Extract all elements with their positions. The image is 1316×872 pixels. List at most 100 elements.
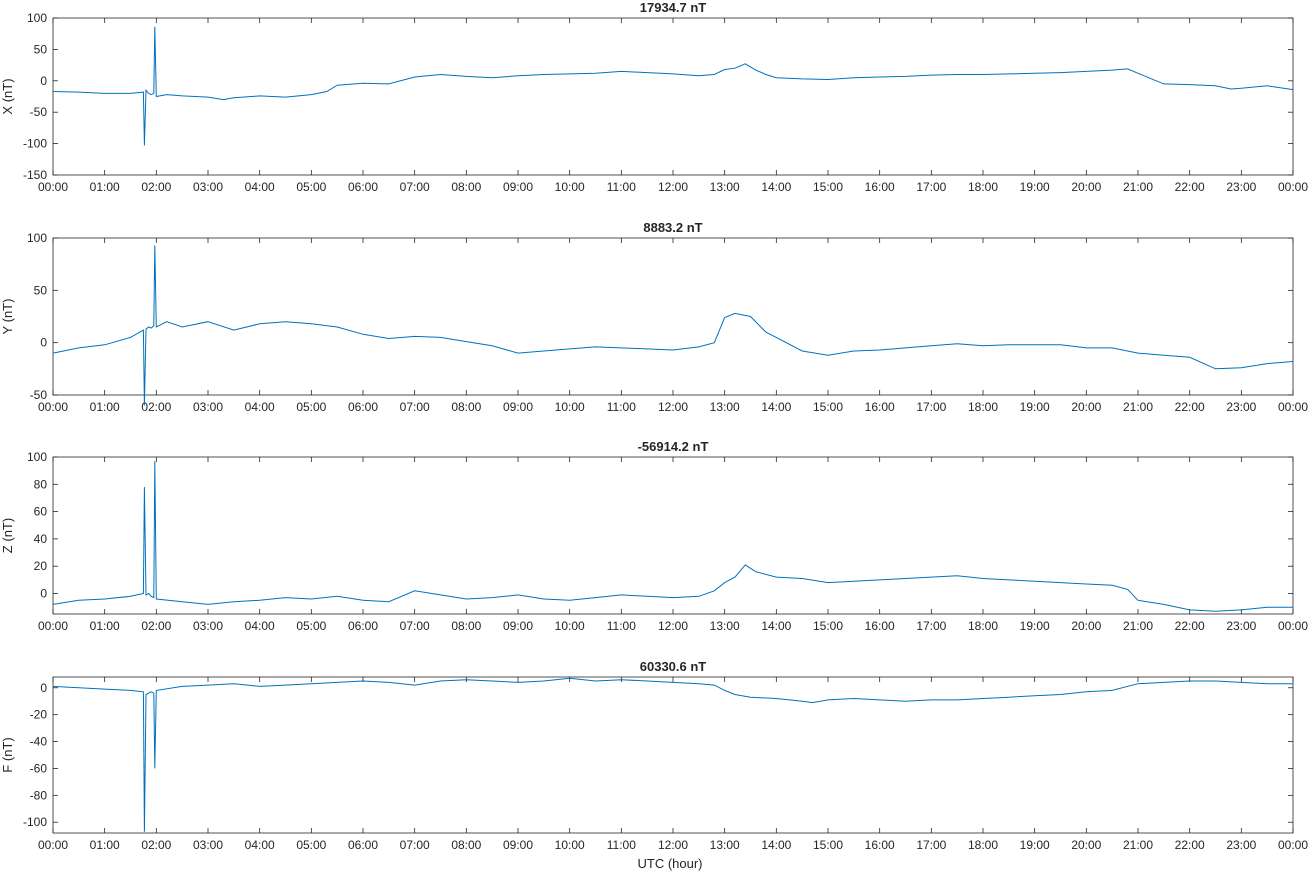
y-xtick-label-8: 08:00 (451, 400, 481, 414)
f-xtick-label-16: 16:00 (865, 838, 895, 852)
x-xtick-label-24: 00:00 (1278, 180, 1308, 194)
f-ytick-label-2: -60 (30, 761, 48, 775)
x-xtick-label-1: 01:00 (90, 180, 120, 194)
x-ytick-label-2: -50 (30, 105, 48, 119)
f-xtick-label-4: 04:00 (245, 838, 275, 852)
z-xtick-label-8: 08:00 (451, 619, 481, 633)
y-xtick-label-9: 09:00 (503, 400, 533, 414)
x-ytick-label-3: 0 (40, 74, 47, 88)
x-ytick-label-5: 100 (27, 11, 47, 25)
f-xtick-label-1: 01:00 (90, 838, 120, 852)
f-xtick-label-10: 10:00 (555, 838, 585, 852)
z-xtick-label-23: 23:00 (1226, 619, 1256, 633)
z-xtick-label-21: 21:00 (1123, 619, 1153, 633)
f-ytick-label-1: -80 (30, 788, 48, 802)
x-ytick-label-1: -100 (23, 137, 47, 151)
x-xtick-label-0: 00:00 (38, 180, 68, 194)
z-axis-ylabel: Z (nT) (0, 518, 15, 553)
z-xtick-label-9: 09:00 (503, 619, 533, 633)
x-xtick-label-10: 10:00 (555, 180, 585, 194)
y-xtick-label-15: 15:00 (813, 400, 843, 414)
y-xtick-label-4: 04:00 (245, 400, 275, 414)
x-xtick-label-9: 09:00 (503, 180, 533, 194)
y-xtick-label-16: 16:00 (865, 400, 895, 414)
y-xtick-label-17: 17:00 (916, 400, 946, 414)
f-xtick-label-0: 00:00 (38, 838, 68, 852)
x-xtick-label-22: 22:00 (1175, 180, 1205, 194)
y-xtick-label-21: 21:00 (1123, 400, 1153, 414)
z-ytick-label-5: 100 (27, 450, 47, 464)
z-xtick-label-7: 07:00 (400, 619, 430, 633)
f-xtick-label-14: 14:00 (761, 838, 791, 852)
x-xtick-label-3: 03:00 (193, 180, 223, 194)
x-xtick-label-16: 16:00 (865, 180, 895, 194)
z-xtick-label-16: 16:00 (865, 619, 895, 633)
f-xtick-label-20: 20:00 (1071, 838, 1101, 852)
f-ytick-label-4: -20 (30, 708, 48, 722)
z-ytick-label-1: 20 (34, 559, 48, 573)
f-plot-area (53, 677, 1293, 833)
f-ytick-label-3: -40 (30, 735, 48, 749)
f-xtick-label-9: 09:00 (503, 838, 533, 852)
y-xtick-label-14: 14:00 (761, 400, 791, 414)
y-ytick-label-2: 50 (34, 283, 48, 297)
z-xtick-label-0: 00:00 (38, 619, 68, 633)
y-axis-ylabel: Y (nT) (0, 299, 15, 335)
x-xtick-label-17: 17:00 (916, 180, 946, 194)
z-xtick-label-1: 01:00 (90, 619, 120, 633)
f-xtick-label-24: 00:00 (1278, 838, 1308, 852)
x-axis-ylabel: X (nT) (0, 78, 15, 114)
f-ytick-label-0: -100 (23, 815, 47, 829)
z-ytick-label-4: 80 (34, 477, 48, 491)
f-xtick-label-19: 19:00 (1020, 838, 1050, 852)
f-xtick-label-3: 03:00 (193, 838, 223, 852)
x-xtick-label-20: 20:00 (1071, 180, 1101, 194)
f-xtick-label-8: 08:00 (451, 838, 481, 852)
f-axis-ylabel: F (nT) (0, 737, 15, 772)
f-xtick-label-15: 15:00 (813, 838, 843, 852)
y-ytick-label-3: 100 (27, 231, 47, 245)
x-xtick-label-15: 15:00 (813, 180, 843, 194)
z-xtick-label-15: 15:00 (813, 619, 843, 633)
y-xtick-label-5: 05:00 (296, 400, 326, 414)
z-xtick-label-14: 14:00 (761, 619, 791, 633)
z-xtick-label-24: 00:00 (1278, 619, 1308, 633)
y-plot-area (53, 238, 1293, 395)
f-xtick-label-2: 02:00 (141, 838, 171, 852)
z-xtick-label-5: 05:00 (296, 619, 326, 633)
y-xtick-label-22: 22:00 (1175, 400, 1205, 414)
z-xtick-label-3: 03:00 (193, 619, 223, 633)
f-xtick-label-21: 21:00 (1123, 838, 1153, 852)
x-xtick-label-7: 07:00 (400, 180, 430, 194)
z-xtick-label-6: 06:00 (348, 619, 378, 633)
x-xtick-label-13: 13:00 (710, 180, 740, 194)
x-xtick-label-23: 23:00 (1226, 180, 1256, 194)
y-xtick-label-12: 12:00 (658, 400, 688, 414)
x-xtick-label-11: 11:00 (607, 180, 636, 194)
f-xtick-label-7: 07:00 (400, 838, 430, 852)
y-xtick-label-7: 07:00 (400, 400, 430, 414)
z-plot-area (53, 457, 1293, 614)
x-xtick-label-19: 19:00 (1020, 180, 1050, 194)
f-xtick-label-5: 05:00 (296, 838, 326, 852)
y-xtick-label-11: 11:00 (607, 400, 636, 414)
y-xtick-label-24: 00:00 (1278, 400, 1308, 414)
x-panel-title: 17934.7 nT (640, 0, 707, 15)
x-ytick-label-4: 50 (34, 42, 48, 56)
f-xtick-label-12: 12:00 (658, 838, 688, 852)
x-axis-label: UTC (hour) (637, 856, 702, 871)
f-xtick-label-13: 13:00 (710, 838, 740, 852)
z-ytick-label-3: 60 (34, 505, 48, 519)
f-xtick-label-6: 06:00 (348, 838, 378, 852)
y-xtick-label-2: 02:00 (141, 400, 171, 414)
x-xtick-label-12: 12:00 (658, 180, 688, 194)
y-xtick-label-3: 03:00 (193, 400, 223, 414)
f-panel: 00:00 01:00 02:00 03:00 04:00 05:00 06:00 07:00… (0, 659, 1308, 852)
x-xtick-label-6: 06:00 (348, 180, 378, 194)
z-ytick-label-2: 40 (34, 532, 48, 546)
x-xtick-label-4: 04:00 (245, 180, 275, 194)
x-ytick-label-0: -150 (23, 168, 47, 182)
y-xtick-label-13: 13:00 (710, 400, 740, 414)
z-xtick-label-11: 11:00 (607, 619, 636, 633)
